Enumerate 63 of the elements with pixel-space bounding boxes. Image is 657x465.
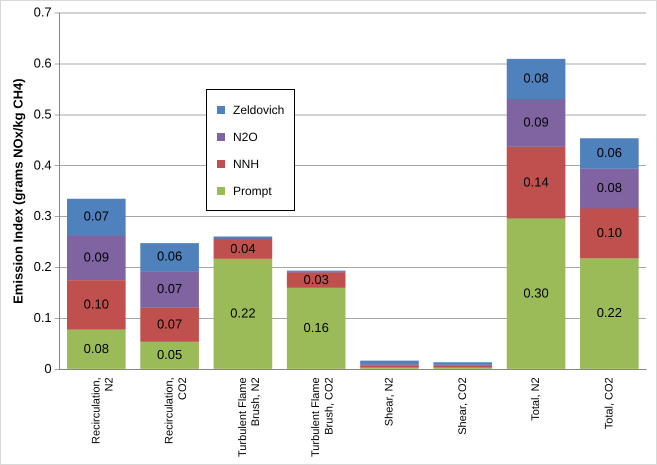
data-label: 0.05 xyxy=(156,346,182,362)
data-label: 0.07 xyxy=(156,316,182,332)
data-label: 0.08 xyxy=(596,180,622,196)
data-label: 0.09 xyxy=(84,249,109,264)
bar xyxy=(140,271,199,308)
bar xyxy=(506,99,566,147)
bar xyxy=(580,208,639,258)
legend-label: NNH xyxy=(233,156,259,170)
x-tick-label: Recirculation, CO2 xyxy=(164,377,189,444)
x-tick-label: Recirculation, N2 xyxy=(90,377,116,444)
bar xyxy=(140,243,199,272)
data-label: 0.16 xyxy=(304,320,329,335)
y-tick-label: 0.3 xyxy=(34,208,52,224)
bar xyxy=(506,58,566,100)
bar xyxy=(67,198,126,236)
y-tick-label: 0.5 xyxy=(34,106,52,122)
y-tick-label: 0.4 xyxy=(34,157,52,172)
y-tick-label: 0 xyxy=(44,360,52,376)
bar xyxy=(67,330,126,369)
data-label: 0.04 xyxy=(230,240,256,256)
bar xyxy=(140,308,199,342)
bar xyxy=(286,288,346,369)
data-label: 0.06 xyxy=(156,248,182,264)
bar xyxy=(360,360,419,364)
y-axis-title: Emission Index (grams NOx/kg CH4) xyxy=(10,78,26,304)
bar xyxy=(140,342,199,369)
legend-label: N2O xyxy=(233,130,258,144)
data-label: 0.08 xyxy=(523,70,549,86)
y-tick-label: 0.2 xyxy=(34,259,52,274)
data-label: 0.22 xyxy=(230,305,256,320)
legend-label: Zeldovich xyxy=(233,102,284,116)
bar xyxy=(580,138,639,169)
bar xyxy=(67,235,126,280)
legend-label: Prompt xyxy=(233,184,272,198)
y-tick-label: 0.7 xyxy=(34,4,52,20)
data-label: 0.08 xyxy=(84,340,109,356)
data-label: 0.14 xyxy=(523,174,549,190)
y-tick-label: 0.6 xyxy=(34,55,52,70)
bar xyxy=(580,258,639,369)
x-tick-label: Total, CO2 xyxy=(603,377,616,430)
y-tick-label: 0.1 xyxy=(34,310,52,325)
data-label: 0.22 xyxy=(596,305,622,320)
data-label: 0.07 xyxy=(84,208,109,224)
data-label: 0.07 xyxy=(156,280,182,296)
bar xyxy=(214,258,272,369)
bar xyxy=(214,240,272,259)
bar xyxy=(360,365,419,368)
data-label: 0.10 xyxy=(84,296,109,312)
x-tick-label: Turbulent Flame Brush, CO2 xyxy=(310,377,336,458)
data-label: 0.09 xyxy=(523,114,549,130)
bar xyxy=(433,362,492,365)
data-label: 0.30 xyxy=(523,285,549,300)
x-tick-label: Total, N2 xyxy=(530,377,542,421)
data-label: 0.03 xyxy=(304,272,329,287)
bar xyxy=(506,146,566,219)
x-tick-label: Turbulent Flame Brush, N2 xyxy=(236,377,262,458)
x-tick-label: Shear, N2 xyxy=(384,377,396,426)
x-tick-label: Shear, CO2 xyxy=(456,377,469,435)
data-label: 0.06 xyxy=(596,145,622,160)
bar xyxy=(67,280,126,330)
bar xyxy=(580,168,639,208)
data-label: 0.10 xyxy=(596,224,622,240)
bar xyxy=(506,218,566,369)
